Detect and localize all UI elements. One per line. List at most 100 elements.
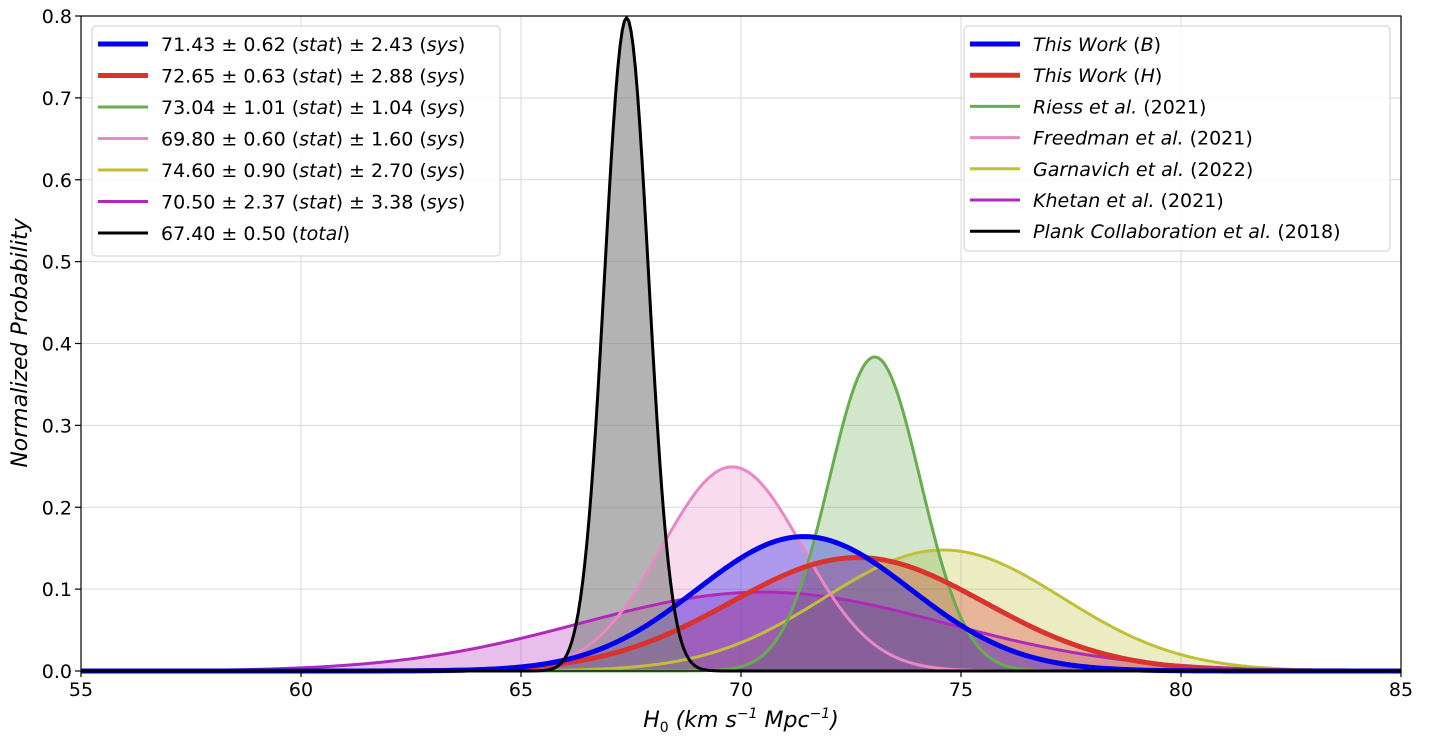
legend-references: This Work (B)This Work (H)Riess et al. (… [963, 25, 1391, 252]
legend-value-text: ) ± 2.88 ( [336, 66, 427, 88]
legend-references-entry: Garnavich et al. (2022) [1033, 159, 1253, 181]
x-axis-title-mid: Mpc [758, 708, 810, 733]
series-0-fill [81, 536, 1401, 671]
legend-value-text: ) [458, 34, 465, 56]
legend-series-name: This Work [1033, 34, 1133, 56]
legend-value-text: ) [458, 192, 465, 214]
legend-value-text: ) ± 2.70 ( [336, 160, 427, 182]
legend-value-text: ) [458, 66, 465, 88]
x-axis-title-symbol: H [643, 708, 660, 733]
legend-series-tag-letter: H [1141, 65, 1155, 87]
legend-references-entry: This Work (H) [1033, 65, 1162, 87]
legend-stat-label: stat [299, 34, 337, 56]
legend-values-entry: 71.43 ± 0.62 (stat) ± 2.43 (sys) [161, 34, 465, 56]
legend-stat-label: stat [299, 66, 337, 88]
legend-references-entry: Riess et al. (2021) [1033, 96, 1206, 118]
y-axis-title: Normalized Probability [8, 217, 33, 467]
legend-value-text: ) ± 1.04 ( [336, 97, 427, 119]
legend-sys-label: sys [427, 160, 458, 182]
legend-value-text: ) ± 2.43 ( [336, 34, 427, 56]
legend-value-text: 74.60 ± 0.90 ( [161, 160, 299, 182]
legend-stat-label: stat [299, 192, 337, 214]
y-tick-label: 0.7 [42, 88, 72, 110]
legend-value-text: 71.43 ± 0.62 ( [161, 34, 299, 56]
y-tick-label: 0.5 [42, 252, 72, 274]
legend-sys-label: sys [427, 66, 458, 88]
x-tick-label: 85 [1389, 679, 1413, 701]
legend-stat-label: stat [299, 160, 337, 182]
x-tick-label: 60 [289, 679, 313, 701]
legend-series-tag-letter: B [1141, 34, 1154, 56]
legend-value-text: ) [458, 97, 465, 119]
legend-references-entry: Khetan et al. (2021) [1033, 190, 1224, 212]
legend-references-entry: This Work (B) [1033, 34, 1161, 56]
legend-series-tag: (B) [1133, 34, 1161, 56]
x-axis-title-exp1: −1 [737, 706, 758, 722]
y-tick-label: 0.4 [42, 334, 72, 356]
series-5-fill [81, 592, 1401, 671]
legend-value-text: 73.04 ± 1.01 ( [161, 97, 299, 119]
legend-values-entry: 72.65 ± 0.63 (stat) ± 2.88 (sys) [161, 66, 465, 88]
legend-sys-label: sys [427, 192, 458, 214]
x-tick-label: 65 [509, 679, 533, 701]
legend-values-entry: 74.60 ± 0.90 (stat) ± 2.70 (sys) [161, 160, 465, 182]
legend-values-entry: 70.50 ± 2.37 (stat) ± 3.38 (sys) [161, 192, 465, 214]
legend-sys-label: sys [427, 34, 458, 56]
y-tick-label: 0.2 [42, 497, 72, 519]
series-1-fill [81, 557, 1401, 671]
y-tick-label: 0.0 [42, 661, 72, 683]
legend-values-entry: 67.40 ± 0.50 (total) [161, 223, 350, 245]
legend-series-tag: (H) [1133, 65, 1162, 87]
legend-value-text: ) ± 1.60 ( [336, 129, 427, 151]
legend-values: 71.43 ± 0.62 (stat) ± 2.43 (sys)72.65 ± … [91, 25, 501, 257]
legend-series-name: This Work [1033, 65, 1133, 87]
x-axis-title-units: (km s [676, 708, 737, 733]
legend-value-text: ) [458, 129, 465, 151]
legend-series-tag: (2022) [1190, 159, 1253, 181]
legend-series-name: Khetan et al. [1033, 190, 1161, 212]
legend-series-name: Riess et al. [1033, 96, 1143, 118]
y-tick-label: 0.6 [42, 170, 72, 192]
legend-sys-label: sys [427, 129, 458, 151]
legend-series-name: Plank Collaboration et al. [1033, 221, 1277, 243]
legend-values-box [91, 25, 501, 257]
legend-series-tag: (2021) [1161, 190, 1224, 212]
x-axis-title-subscript: 0 [660, 720, 669, 736]
legend-references-entry: Plank Collaboration et al. (2018) [1033, 221, 1341, 243]
series-fills [81, 17, 1401, 672]
legend-value-text: 67.40 ± 0.50 ( [161, 223, 299, 245]
x-tick-label: 70 [729, 679, 753, 701]
axis-ticks: 55 60 65 70 75 80 85 0.0 0.1 0.2 0.3 0.4 0.5 0.6 0.7 0.… [42, 6, 1413, 701]
legend-series-tag: (2021) [1143, 96, 1206, 118]
legend-series-tag-close: ) [1155, 65, 1162, 87]
x-tick-label: 75 [949, 679, 973, 701]
x-axis-title: H0 (km s−1 Mpc−1) [643, 706, 839, 736]
x-axis-title-end: ) [828, 708, 839, 733]
legend-value-text: 69.80 ± 0.60 ( [161, 129, 299, 151]
y-tick-label: 0.3 [42, 415, 72, 437]
series-4-fill [81, 550, 1401, 671]
legend-stat-label: stat [299, 97, 337, 119]
legend-value-text: ) ± 3.38 ( [336, 192, 427, 214]
legend-series-name: Freedman et al. [1033, 128, 1190, 150]
x-axis-title-exp2: −1 [810, 706, 831, 722]
legend-total-label: total [299, 223, 343, 245]
legend-value-text: 70.50 ± 2.37 ( [161, 192, 299, 214]
legend-series-tag-close: ) [1154, 34, 1161, 56]
x-tick-label: 80 [1169, 679, 1193, 701]
legend-references-box [963, 25, 1391, 252]
legend-stat-label: stat [299, 129, 337, 151]
legend-value-text: ) [458, 160, 465, 182]
legend-series-name: Garnavich et al. [1033, 159, 1190, 181]
legend-values-entry: 69.80 ± 0.60 (stat) ± 1.60 (sys) [161, 129, 465, 151]
legend-values-entry: 73.04 ± 1.01 (stat) ± 1.04 (sys) [161, 97, 465, 119]
legend-sys-label: sys [427, 97, 458, 119]
legend-references-entry: Freedman et al. (2021) [1033, 128, 1253, 150]
y-tick-label: 0.8 [42, 6, 72, 28]
x-tick-label: 55 [69, 679, 93, 701]
legend-value-text: 72.65 ± 0.63 ( [161, 66, 299, 88]
legend-value-text: ) [343, 223, 350, 245]
series-3-fill [81, 466, 1401, 671]
y-tick-label: 0.1 [42, 579, 72, 601]
legend-series-tag: (2021) [1190, 128, 1253, 150]
